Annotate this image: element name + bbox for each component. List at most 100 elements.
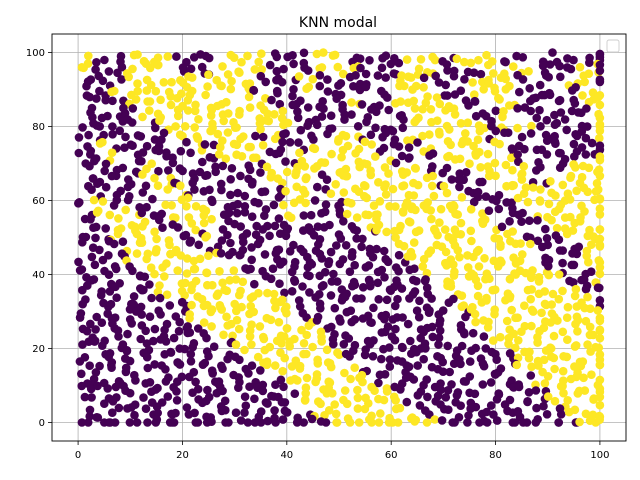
point-class-0 [174, 326, 184, 336]
point-class-0 [247, 212, 257, 221]
point-class-0 [574, 242, 584, 252]
point-class-0 [372, 244, 381, 254]
point-class-1 [207, 214, 216, 224]
point-class-0 [217, 185, 226, 195]
point-class-1 [358, 377, 367, 387]
point-class-0 [279, 382, 288, 392]
point-class-1 [162, 290, 172, 300]
point-class-0 [251, 131, 260, 141]
point-class-0 [294, 296, 304, 305]
point-class-0 [298, 308, 308, 318]
point-class-0 [366, 317, 375, 327]
point-class-0 [441, 393, 451, 402]
point-class-1 [286, 213, 296, 222]
point-class-1 [566, 374, 576, 384]
point-class-0 [313, 222, 323, 231]
point-class-0 [404, 143, 414, 152]
point-class-0 [461, 168, 471, 177]
point-class-1 [526, 270, 536, 279]
point-class-0 [209, 342, 219, 352]
point-class-0 [99, 130, 108, 140]
point-class-0 [323, 87, 333, 96]
point-class-0 [236, 416, 246, 425]
point-class-0 [434, 340, 443, 349]
point-class-1 [142, 75, 152, 85]
point-class-1 [575, 62, 585, 72]
point-class-1 [470, 90, 479, 99]
point-class-0 [336, 317, 345, 326]
point-class-1 [333, 62, 343, 72]
point-class-1 [300, 189, 310, 198]
point-class-1 [535, 196, 545, 205]
point-class-1 [219, 330, 228, 340]
point-class-0 [77, 265, 87, 274]
point-class-0 [361, 82, 371, 92]
point-class-0 [168, 153, 177, 162]
point-class-0 [358, 234, 367, 244]
point-class-1 [558, 327, 568, 337]
point-class-1 [543, 372, 553, 381]
point-class-0 [279, 130, 288, 139]
point-class-1 [554, 204, 564, 214]
point-class-0 [140, 272, 150, 282]
point-class-0 [154, 146, 164, 156]
point-class-0 [374, 295, 384, 304]
point-class-0 [289, 59, 298, 69]
point-class-0 [250, 418, 260, 427]
point-class-0 [92, 94, 101, 103]
point-class-1 [374, 178, 383, 187]
point-class-1 [361, 210, 371, 219]
point-class-1 [405, 217, 415, 227]
point-class-0 [345, 352, 354, 361]
plot-frame [51, 33, 627, 442]
point-class-1 [427, 181, 437, 191]
point-class-0 [513, 70, 522, 80]
point-class-0 [373, 267, 383, 277]
point-class-1 [270, 361, 280, 370]
point-class-1 [507, 305, 516, 315]
point-class-1 [593, 306, 603, 315]
point-class-0 [421, 406, 430, 415]
point-class-1 [580, 207, 589, 216]
point-class-0 [388, 315, 398, 324]
point-class-1 [554, 294, 564, 304]
point-class-1 [410, 104, 420, 113]
point-class-0 [394, 250, 404, 260]
point-class-0 [137, 208, 147, 218]
point-class-0 [505, 217, 514, 226]
point-class-1 [223, 70, 233, 79]
point-class-0 [542, 150, 552, 159]
point-class-1 [278, 106, 288, 116]
point-class-1 [418, 131, 427, 141]
point-class-1 [517, 327, 526, 337]
point-class-1 [501, 295, 510, 305]
point-class-1 [331, 180, 341, 189]
point-class-0 [394, 142, 404, 151]
point-class-1 [367, 382, 376, 392]
point-class-1 [482, 293, 491, 303]
point-class-1 [154, 60, 163, 70]
point-class-0 [223, 230, 232, 240]
point-class-0 [409, 375, 419, 384]
point-class-0 [330, 303, 340, 313]
point-class-1 [230, 299, 239, 309]
point-class-1 [278, 295, 287, 305]
point-class-1 [353, 393, 363, 403]
x-tick-label: 60 [385, 450, 398, 461]
point-class-0 [402, 397, 412, 407]
point-class-0 [131, 376, 140, 385]
point-class-1 [426, 105, 436, 114]
point-class-0 [236, 171, 245, 181]
point-class-1 [547, 300, 556, 309]
point-class-0 [345, 267, 355, 277]
point-class-0 [324, 259, 333, 269]
point-class-0 [491, 106, 501, 116]
point-class-1 [326, 362, 336, 372]
point-class-0 [443, 386, 453, 395]
point-class-1 [217, 81, 226, 91]
point-class-1 [184, 72, 193, 81]
point-class-0 [245, 165, 255, 175]
point-class-1 [587, 370, 596, 380]
point-class-0 [199, 329, 208, 338]
point-class-1 [595, 152, 605, 161]
